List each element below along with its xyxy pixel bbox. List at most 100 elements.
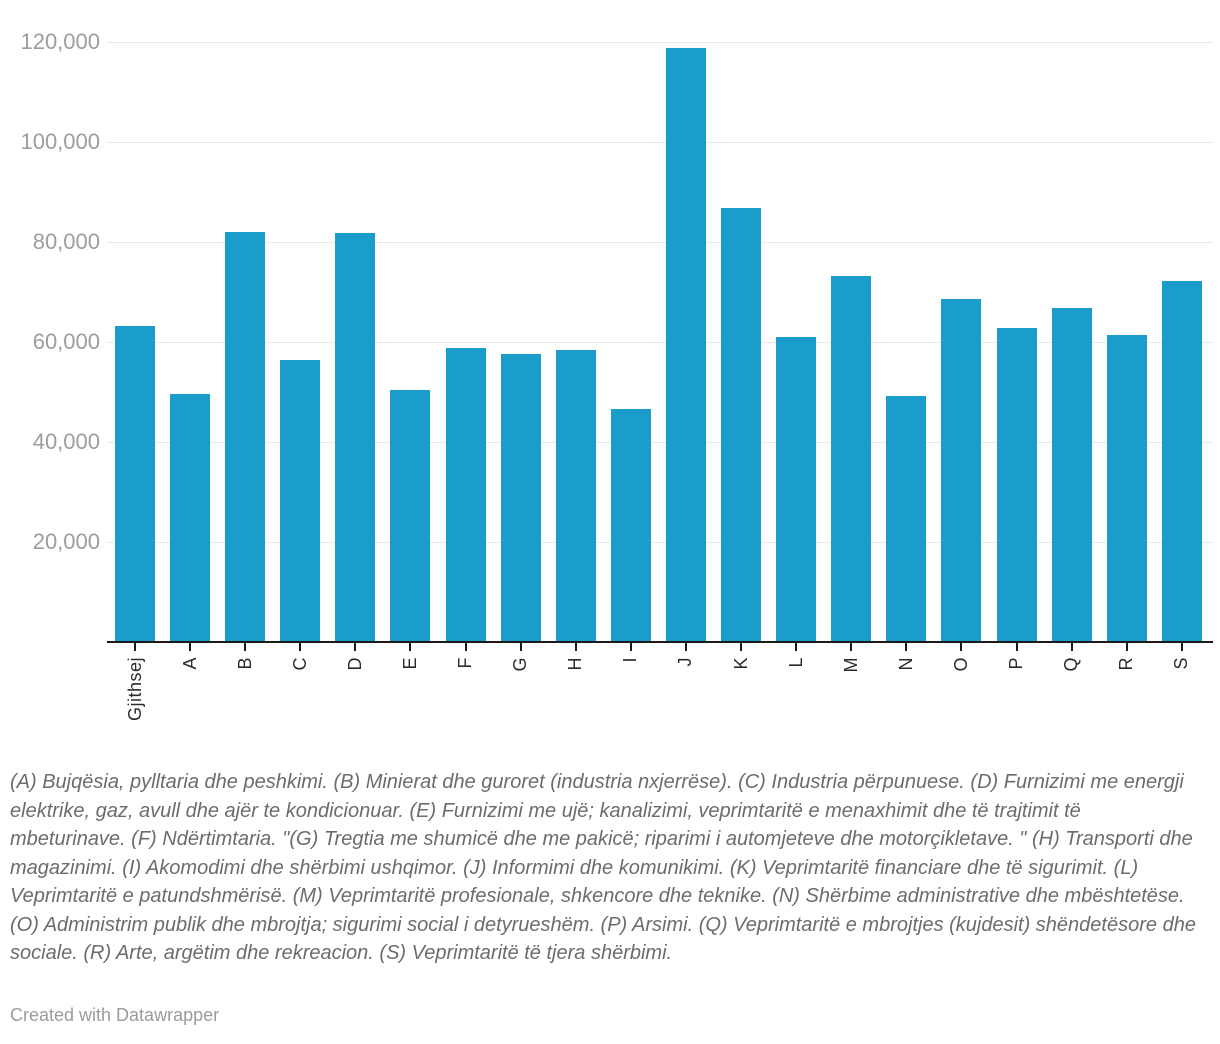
axis-tick-mark bbox=[1070, 643, 1073, 651]
axis-tick-mark bbox=[795, 643, 798, 651]
x-label-cell: K bbox=[721, 657, 761, 721]
x-axis-labels: Gjithsej A B C D E F G H I J K L M N O P Q R S bbox=[110, 657, 1213, 721]
axis-tick-mark bbox=[464, 643, 467, 651]
x-axis-line bbox=[107, 641, 1213, 643]
x-label-cell: R bbox=[1107, 657, 1147, 721]
chart-footnote: (A) Bujqësia, pylltaria dhe peshkimi. (B… bbox=[10, 771, 1196, 964]
axis-tick-mark bbox=[629, 643, 632, 651]
x-label-cell: D bbox=[335, 657, 375, 721]
axis-tick-mark bbox=[1125, 643, 1128, 651]
bar-k[interactable] bbox=[721, 207, 762, 642]
tick-cell bbox=[115, 643, 155, 651]
x-axis-tick-label: Q bbox=[1061, 657, 1082, 672]
bar-q[interactable] bbox=[1051, 308, 1092, 642]
bar-gjithsej[interactable] bbox=[115, 325, 155, 642]
x-label-cell: G bbox=[501, 657, 541, 721]
x-label-cell: F bbox=[446, 657, 486, 721]
x-label-cell: C bbox=[280, 657, 320, 721]
x-label-cell: P bbox=[997, 657, 1037, 721]
grid-area bbox=[107, 42, 1213, 642]
tick-cell bbox=[776, 643, 816, 651]
bar-b[interactable] bbox=[225, 231, 266, 642]
tick-cell bbox=[225, 643, 265, 651]
bar-r[interactable] bbox=[1106, 334, 1147, 642]
axis-tick-mark bbox=[574, 643, 577, 651]
x-label-cell: Q bbox=[1052, 657, 1092, 721]
x-axis-tick-label: D bbox=[344, 657, 365, 671]
gridline bbox=[107, 442, 1213, 443]
x-axis-tick-label: K bbox=[730, 657, 751, 670]
tick-cell bbox=[335, 643, 375, 651]
bar-j[interactable] bbox=[665, 47, 706, 642]
tick-cell bbox=[721, 643, 761, 651]
axis-tick-mark bbox=[409, 643, 412, 651]
tick-cell bbox=[280, 643, 320, 651]
bar-o[interactable] bbox=[941, 298, 982, 642]
bar-l[interactable] bbox=[776, 336, 817, 642]
x-axis-tick-label: I bbox=[620, 657, 641, 663]
tick-cell bbox=[390, 643, 430, 651]
axis-tick-mark bbox=[1180, 643, 1183, 651]
gridline bbox=[107, 42, 1213, 43]
axis-tick-mark bbox=[134, 643, 136, 651]
x-axis-tick-label: M bbox=[840, 657, 861, 673]
tick-cell bbox=[831, 643, 871, 651]
y-axis-tick-label: 20,000 bbox=[32, 529, 100, 554]
axis-tick-mark bbox=[850, 643, 853, 651]
x-axis-tick-label: S bbox=[1171, 657, 1192, 670]
bar-p[interactable] bbox=[996, 327, 1037, 642]
x-label-cell: I bbox=[611, 657, 651, 721]
x-label-cell: Gjithsej bbox=[115, 657, 155, 721]
y-axis-tick-label: 40,000 bbox=[32, 429, 100, 454]
x-label-cell: N bbox=[886, 657, 926, 721]
bar-g[interactable] bbox=[500, 353, 541, 642]
x-axis-tick-label: J bbox=[675, 657, 696, 667]
axis-tick-mark bbox=[519, 643, 522, 651]
x-axis-tick-label: O bbox=[950, 657, 971, 672]
bar-c[interactable] bbox=[280, 359, 321, 642]
x-label-cell: E bbox=[390, 657, 430, 721]
tick-cell bbox=[501, 643, 541, 651]
x-axis-tick-label: H bbox=[565, 657, 586, 671]
y-axis-tick-label: 100,000 bbox=[20, 129, 100, 154]
bar-s[interactable] bbox=[1161, 280, 1202, 642]
x-axis-tick-label: B bbox=[234, 657, 255, 670]
datawrapper-credit: Created with Datawrapper bbox=[10, 1005, 220, 1025]
y-axis-tick-label: 120,000 bbox=[20, 29, 100, 54]
x-axis-tick-label: A bbox=[179, 657, 200, 670]
x-axis-tick-label: Gjithsej bbox=[124, 657, 145, 722]
bar-i[interactable] bbox=[610, 408, 651, 642]
tick-cell bbox=[997, 643, 1037, 651]
x-axis-tick-label: R bbox=[1116, 657, 1137, 671]
x-axis-tick-label: E bbox=[399, 657, 420, 670]
bar-d[interactable] bbox=[335, 232, 376, 642]
axis-tick-mark bbox=[189, 643, 192, 651]
bar-n[interactable] bbox=[886, 396, 927, 642]
tick-cell bbox=[446, 643, 486, 651]
x-label-cell: H bbox=[556, 657, 596, 721]
bar-e[interactable] bbox=[390, 390, 431, 642]
axis-tick-mark bbox=[244, 643, 247, 651]
gridline bbox=[107, 142, 1213, 143]
x-label-cell: M bbox=[831, 657, 871, 721]
bar-a[interactable] bbox=[170, 393, 211, 642]
bar-f[interactable] bbox=[445, 348, 486, 642]
axis-tick-mark bbox=[905, 643, 908, 651]
bar-chart-plot: 120,000 100,000 80,000 60,000 40,000 20,000 G… bbox=[20, 29, 1213, 721]
x-label-cell: J bbox=[666, 657, 706, 721]
tick-cell bbox=[886, 643, 926, 651]
x-axis-tick-label: G bbox=[510, 657, 531, 672]
tick-cell bbox=[1052, 643, 1092, 651]
y-axis-tick-label: 80,000 bbox=[32, 229, 100, 254]
gridline bbox=[107, 342, 1213, 343]
axis-tick-mark bbox=[684, 643, 687, 651]
gridline bbox=[107, 242, 1213, 243]
x-label-cell: O bbox=[941, 657, 981, 721]
bar-m[interactable] bbox=[831, 275, 872, 642]
x-label-cell: S bbox=[1162, 657, 1202, 721]
bar-h[interactable] bbox=[555, 350, 596, 642]
x-axis-ticks bbox=[110, 643, 1213, 651]
x-axis-tick-label: C bbox=[289, 657, 310, 671]
y-axis-tick-label: 60,000 bbox=[32, 329, 100, 354]
